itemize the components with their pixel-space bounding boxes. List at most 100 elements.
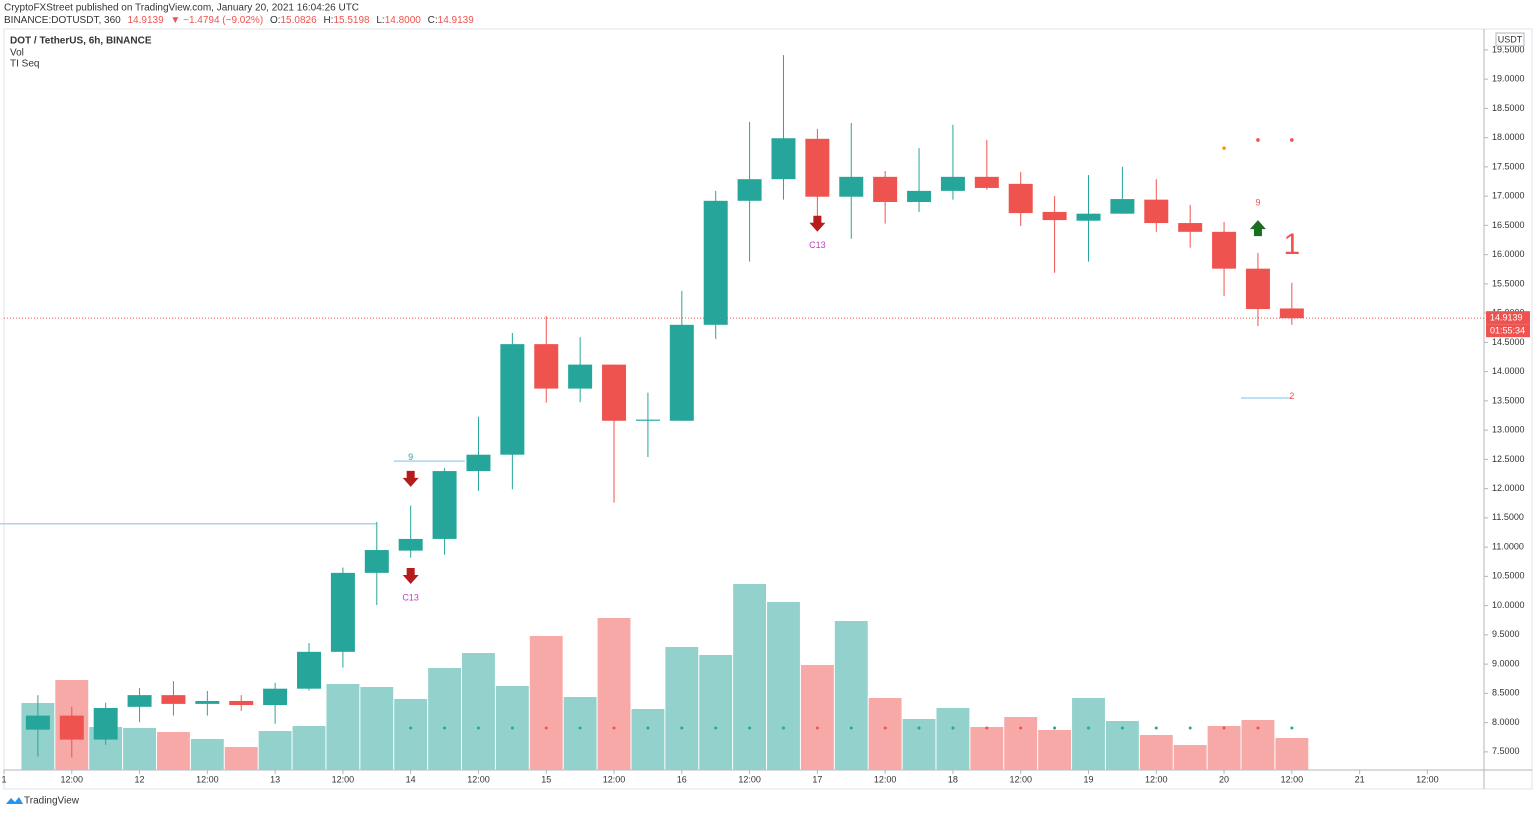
annotation: C13 [809, 240, 826, 250]
x-tick-label: 1 [1, 774, 6, 784]
setup-dot [951, 726, 955, 730]
signal-arrow [402, 567, 419, 584]
ohlc-label: H: [323, 15, 333, 26]
setup-dot [1222, 726, 1226, 730]
x-tick-label: 12:00 [1009, 774, 1032, 784]
volume-bar [767, 602, 800, 770]
candle-body [669, 324, 694, 421]
y-tick-label: 16.0000 [1492, 249, 1525, 259]
candle-body [195, 700, 220, 704]
setup-dot [849, 726, 853, 730]
volume-bar [1173, 745, 1207, 770]
volume-bar [733, 584, 767, 770]
x-tick-label: 15 [541, 774, 551, 784]
x-tick-label: 13 [270, 774, 280, 784]
volume-bar [190, 739, 224, 770]
volume-bar [868, 698, 902, 770]
volume-bar [157, 732, 190, 770]
y-tick-label: 14.0000 [1492, 366, 1525, 376]
setup-dot [510, 726, 514, 730]
candle-body [940, 176, 965, 191]
candle-body [263, 688, 288, 706]
setup-dot [1120, 726, 1124, 730]
setup-dot [748, 726, 752, 730]
setup-dot [612, 726, 616, 730]
y-tick-label: 10.0000 [1492, 600, 1525, 610]
volume-bar [631, 709, 665, 770]
candle-body [432, 471, 457, 539]
x-tick-label: 12:00 [1416, 774, 1439, 784]
y-tick-label: 19.5000 [1492, 44, 1525, 54]
setup-dot [714, 726, 718, 730]
volume-bar [834, 621, 868, 770]
top-dot [1256, 138, 1260, 142]
last-price-label: 14.9139 [1490, 313, 1523, 323]
volume-bar [462, 653, 495, 770]
volume-bar [428, 668, 462, 770]
ohlc-label: L: [376, 15, 384, 26]
volume-bar [394, 699, 428, 770]
candle-body [127, 695, 152, 707]
setup-dot [1290, 726, 1294, 730]
volume-bar [224, 747, 258, 770]
x-tick-label: 12:00 [874, 774, 897, 784]
setup-dot [1019, 726, 1023, 730]
candle-body [602, 364, 627, 421]
candle-body [93, 707, 118, 740]
y-tick-label: 16.5000 [1492, 220, 1525, 230]
candle-body [1076, 213, 1101, 221]
annotation: C13 [402, 592, 419, 602]
x-tick-label: 12 [135, 774, 145, 784]
candle-body [1212, 231, 1237, 269]
setup-dot [1086, 726, 1090, 730]
x-tick-label: 12:00 [1281, 774, 1304, 784]
currency: USDT [1498, 34, 1523, 44]
symbol: BINANCE:DOTUSDT, 360 [4, 15, 121, 26]
y-tick-label: 11.5000 [1492, 512, 1524, 522]
x-tick-label: 12:00 [603, 774, 626, 784]
setup-dot [409, 726, 413, 730]
candle-body [568, 364, 593, 389]
volume-bar [800, 665, 834, 770]
candle-body [59, 715, 84, 740]
candle-body [873, 176, 898, 202]
volume-bar [258, 731, 292, 770]
setup-dot [443, 726, 447, 730]
candle-body [839, 176, 864, 197]
legend-tiseq: TI Seq [10, 59, 39, 70]
volume-bar [292, 726, 326, 770]
legend-title: DOT / TetherUS, 6h, BINANCE [10, 36, 152, 47]
y-tick-label: 8.0000 [1492, 717, 1520, 727]
candle-body [534, 344, 559, 389]
volume-bar [970, 727, 1004, 770]
annotation: 9 [408, 452, 413, 462]
candle-body [737, 179, 762, 201]
candle-body [1178, 223, 1203, 232]
x-tick-label: 14 [406, 774, 416, 784]
brand: TradingView [24, 796, 80, 807]
x-tick-label: 12:00 [738, 774, 761, 784]
candle-body [466, 454, 491, 472]
volume-bar [665, 647, 699, 770]
x-tick-label: 12:00 [1145, 774, 1168, 784]
candle-body [974, 176, 999, 188]
volume-bar [529, 636, 563, 770]
setup-dot [544, 726, 548, 730]
candle-body [297, 651, 322, 689]
candle-body [1245, 268, 1270, 310]
setup-dot [578, 726, 582, 730]
currency-box [1495, 32, 1525, 47]
countdown-box [1486, 324, 1530, 338]
setup-dot [985, 726, 989, 730]
setup-dot [646, 726, 650, 730]
y-tick-label: 14.5000 [1492, 337, 1525, 347]
y-tick-label: 9.0000 [1492, 658, 1520, 668]
frame [3, 28, 1533, 790]
candle-body [398, 538, 423, 551]
last: 14.9139 [127, 15, 164, 26]
setup-dot [781, 726, 785, 730]
x-tick-label: 20 [1219, 774, 1229, 784]
candle-body [805, 138, 830, 197]
countdown: 01:55:34 [1490, 326, 1525, 336]
